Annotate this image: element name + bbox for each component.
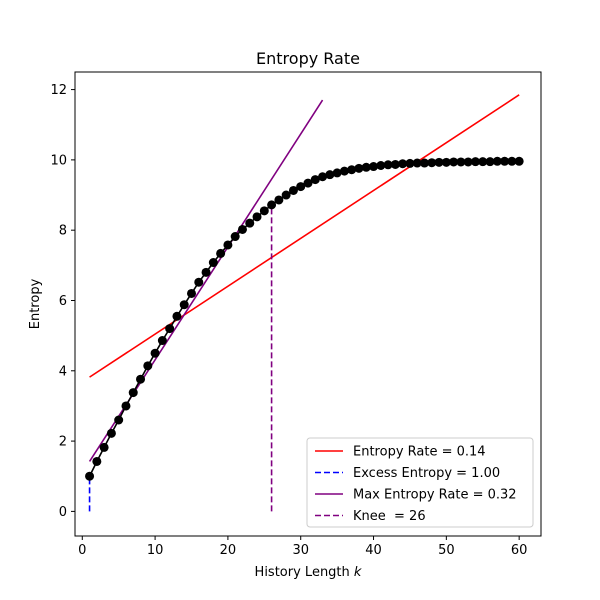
legend-box: [306, 437, 534, 528]
y-axis-label: Entropy: [28, 278, 43, 329]
data-point: [449, 157, 459, 167]
data-point: [150, 348, 160, 358]
series-line-1: [89, 94, 520, 378]
data-point: [296, 182, 306, 192]
y-tick-label: 6: [59, 294, 67, 309]
data-point: [456, 157, 466, 167]
data-point: [354, 163, 364, 173]
data-point: [434, 157, 444, 167]
data-point: [492, 156, 502, 166]
data-point: [267, 200, 277, 210]
data-point: [463, 157, 473, 167]
chart-title: Entropy Rate: [256, 49, 360, 68]
data-point: [288, 185, 298, 195]
axes-frame: [74, 71, 542, 537]
x-tick-label: 40: [365, 543, 382, 558]
data-point: [347, 165, 357, 175]
data-point: [325, 170, 335, 180]
legend: Entropy Rate = 0.14 Excess Entropy = 1.00…: [306, 437, 534, 528]
data-point: [252, 212, 262, 222]
data-point: [339, 166, 349, 176]
data-point: [245, 218, 255, 228]
data-point: [318, 172, 328, 182]
data-point: [405, 158, 415, 168]
plot-content: [85, 94, 524, 512]
x-tick-label: 20: [220, 543, 237, 558]
legend-label: Knee = 26: [353, 509, 426, 524]
data-point: [92, 456, 102, 466]
data-point: [237, 224, 247, 234]
data-point: [194, 277, 204, 287]
data-point: [99, 442, 109, 452]
y-tick-label: 4: [59, 364, 67, 379]
x-tick-label: 30: [292, 543, 309, 558]
data-point: [223, 240, 233, 250]
data-point: [165, 324, 175, 334]
data-point: [230, 232, 240, 242]
data-point: [281, 190, 291, 200]
data-point: [500, 156, 510, 166]
data-point: [187, 288, 196, 298]
data-point: [85, 471, 95, 481]
data-point: [514, 156, 524, 166]
data-point: [507, 156, 517, 166]
data-point: [143, 361, 153, 371]
x-axis-label-text: History Length: [255, 565, 350, 580]
data-point: [274, 195, 284, 205]
data-point: [470, 157, 480, 167]
data-point: [478, 157, 488, 167]
data-point: [332, 168, 342, 178]
y-tick-label: 8: [59, 224, 67, 239]
y-tick-label: 0: [59, 505, 67, 520]
legend-label: Excess Entropy = 1.00: [353, 466, 500, 481]
x-tick-label: 60: [511, 543, 528, 558]
data-point: [259, 206, 269, 216]
data-point: [303, 178, 313, 188]
y-axis-ticks: 0 2 4 6 8 10 12: [50, 83, 75, 520]
data-point: [121, 401, 131, 411]
data-point: [369, 162, 379, 172]
y-tick-label: 2: [59, 435, 67, 450]
x-axis-ticks: 0 10 20 30 40 50 60: [78, 536, 527, 558]
data-point: [208, 258, 218, 268]
data-point: [427, 158, 437, 168]
data-point: [398, 159, 408, 169]
x-tick-label: 10: [147, 543, 164, 558]
data-point: [485, 157, 495, 167]
data-point: [412, 158, 422, 168]
x-tick-label: 0: [78, 543, 86, 558]
x-tick-label: 50: [438, 543, 455, 558]
data-point: [136, 374, 146, 384]
legend-label: Max Entropy Rate = 0.32: [353, 488, 517, 503]
data-point: [179, 300, 189, 310]
data-point: [216, 248, 226, 258]
data-point: [361, 162, 371, 172]
data-point: [441, 157, 451, 167]
legend-label: Entropy Rate = 0.14: [353, 445, 486, 460]
y-tick-label: 10: [50, 153, 67, 168]
data-point: [157, 336, 167, 346]
data-point: [383, 160, 393, 170]
data-point: [201, 267, 211, 277]
data-point: [390, 159, 400, 169]
data-point: [376, 161, 386, 171]
x-axis-label: History Length k: [255, 565, 362, 580]
data-point: [172, 311, 182, 321]
data-point: [310, 175, 320, 185]
data-point: [128, 388, 138, 398]
data-point: [106, 428, 116, 438]
x-axis-label-variable: k: [354, 565, 362, 580]
data-point: [420, 158, 429, 168]
y-tick-label: 12: [50, 83, 67, 98]
data-point: [114, 415, 124, 425]
